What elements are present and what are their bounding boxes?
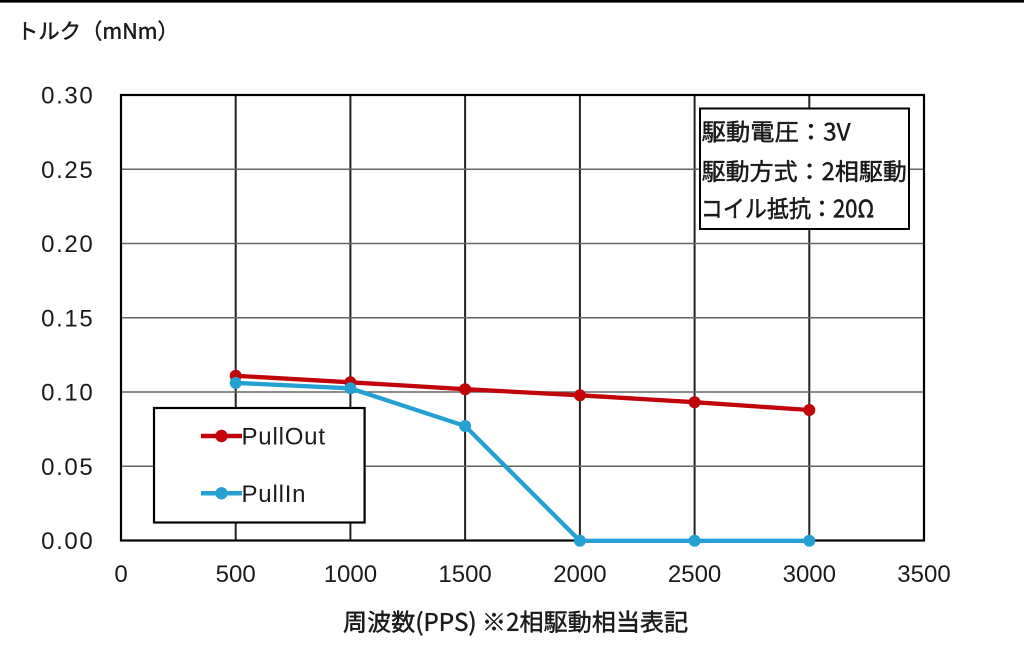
svg-text:0.10: 0.10: [41, 380, 94, 407]
svg-text:1000: 1000: [324, 561, 377, 588]
svg-text:2500: 2500: [668, 561, 721, 588]
svg-text:0: 0: [114, 561, 127, 588]
svg-text:0.00: 0.00: [41, 528, 94, 555]
svg-text:0.20: 0.20: [41, 231, 94, 258]
svg-text:0.25: 0.25: [41, 157, 94, 184]
svg-text:0.05: 0.05: [41, 454, 94, 481]
svg-text:1500: 1500: [438, 561, 491, 588]
svg-text:2000: 2000: [553, 561, 606, 588]
svg-text:PullIn: PullIn: [242, 481, 307, 508]
svg-text:0.15: 0.15: [41, 305, 94, 332]
svg-text:500: 500: [216, 561, 256, 588]
svg-text:3000: 3000: [783, 561, 836, 588]
svg-text:3500: 3500: [897, 561, 950, 588]
svg-text:PullOut: PullOut: [242, 424, 326, 451]
svg-text:0.30: 0.30: [41, 83, 94, 110]
